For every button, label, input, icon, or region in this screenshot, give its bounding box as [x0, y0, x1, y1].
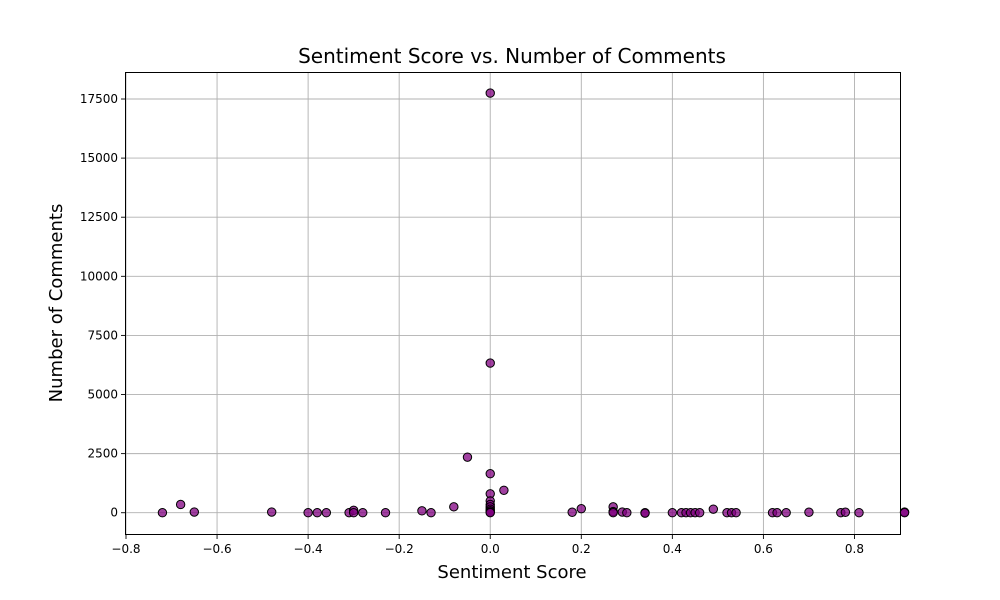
data-points — [157, 88, 910, 518]
scatter-point — [449, 502, 459, 512]
scatter-point — [708, 504, 719, 514]
x-tick-label: 0.0 — [481, 542, 500, 556]
scatter-point — [189, 507, 199, 517]
scatter-point — [804, 507, 814, 517]
y-tick-label: 15000 — [80, 151, 118, 165]
scatter-point — [731, 508, 741, 518]
x-axis-label: Sentiment Score — [437, 562, 586, 583]
scatter-point — [175, 499, 186, 510]
scatter-point — [485, 358, 495, 368]
chart-title: Sentiment Score vs. Number of Comments — [298, 44, 726, 68]
x-tick-label: 0.4 — [663, 542, 682, 556]
scatter-point — [576, 504, 586, 514]
x-axis-ticks: −0.8 −0.6 −0.4 −0.2 0.0 0.2 0.4 0.6 0.8 — [111, 534, 864, 556]
scatter-point — [485, 88, 495, 98]
scatter-point — [303, 508, 313, 518]
scatter-point — [321, 508, 332, 518]
x-tick-label: 0.2 — [572, 542, 591, 556]
scatter-point — [854, 508, 864, 518]
scatter-point — [417, 506, 427, 516]
x-tick-label: 0.8 — [845, 542, 864, 556]
y-tick-label: 5000 — [87, 388, 118, 402]
scatter-point — [358, 508, 368, 518]
y-tick-label: 0 — [110, 506, 118, 520]
x-tick-label: −0.4 — [294, 542, 323, 556]
scatter-point — [772, 508, 782, 518]
x-tick-label: 0.6 — [754, 542, 773, 556]
scatter-point — [667, 508, 678, 518]
scatter-point — [840, 507, 851, 517]
x-tick-label: −0.2 — [385, 542, 414, 556]
scatter-point — [899, 508, 910, 518]
scatter-point — [312, 508, 322, 518]
grid — [125, 73, 900, 534]
scatter-point — [157, 508, 168, 518]
y-tick-label: 2500 — [87, 447, 118, 461]
scatter-point — [462, 452, 473, 462]
y-axis-label: Number of Comments — [46, 204, 67, 403]
y-tick-label: 10000 — [80, 269, 118, 283]
x-tick-label: −0.6 — [202, 542, 231, 556]
scatter-point — [567, 507, 577, 517]
plot-frame — [125, 72, 901, 535]
y-tick-label: 7500 — [87, 328, 118, 342]
y-tick-label: 17500 — [80, 92, 118, 106]
scatter-point — [426, 508, 436, 518]
scatter-point — [622, 508, 632, 518]
scatter-point — [485, 469, 495, 479]
scatter-point — [348, 508, 359, 518]
scatter-point — [781, 508, 791, 518]
scatter-point — [499, 485, 509, 495]
scatter-point — [380, 508, 391, 518]
scatter-point — [266, 507, 277, 517]
scatter-point — [608, 508, 618, 518]
y-tick-label: 12500 — [80, 210, 118, 224]
scatter-point — [485, 508, 495, 518]
x-tick-label: −0.8 — [111, 542, 140, 556]
scatter-point — [694, 508, 705, 518]
y-axis-ticks: 0 2500 5000 7500 10000 12500 15000 17500 — [80, 92, 126, 520]
scatter-point — [640, 508, 650, 518]
